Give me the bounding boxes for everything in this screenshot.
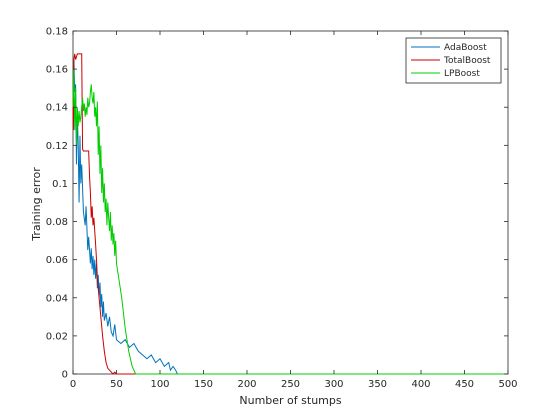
y-tick-label: 0 bbox=[62, 370, 68, 381]
y-tick-label: 0.1 bbox=[52, 179, 68, 190]
x-tick-label: 200 bbox=[237, 379, 256, 390]
x-tick-label: 450 bbox=[455, 379, 474, 390]
y-tick-label: 0.12 bbox=[46, 141, 68, 152]
x-tick-label: 500 bbox=[498, 379, 517, 390]
legend-label-totalboost: TotalBoost bbox=[443, 56, 491, 66]
x-tick-label: 100 bbox=[150, 379, 169, 390]
y-axis-label: Training error bbox=[30, 167, 43, 242]
y-tick-label: 0.04 bbox=[46, 293, 68, 304]
y-tick-label: 0.14 bbox=[46, 103, 68, 114]
legend: AdaBoost TotalBoost LPBoost bbox=[405, 37, 502, 84]
x-tick-label: 300 bbox=[324, 379, 343, 390]
x-tick-label: 0 bbox=[70, 379, 76, 390]
x-tick-label: 50 bbox=[110, 379, 123, 390]
plot-box bbox=[72, 30, 509, 375]
y-tick-label: 0.16 bbox=[46, 65, 68, 76]
series-line-adaboost bbox=[73, 59, 508, 375]
series-layer bbox=[72, 53, 508, 375]
x-tick-label: 250 bbox=[281, 379, 300, 390]
series-line-lpboost bbox=[72, 69, 508, 375]
plot-area bbox=[72, 30, 509, 375]
x-tick-label: 400 bbox=[411, 379, 430, 390]
x-tick-label: 150 bbox=[194, 379, 213, 390]
series-line-totalboost bbox=[72, 53, 508, 375]
y-tick-label: 0.06 bbox=[46, 255, 68, 266]
y-tick-label: 0.18 bbox=[46, 27, 68, 38]
legend-label-adaboost: AdaBoost bbox=[444, 43, 487, 53]
y-tick-label: 0.08 bbox=[46, 217, 68, 228]
legend-label-lpboost: LPBoost bbox=[444, 69, 480, 79]
x-axis-label: Number of stumps bbox=[239, 394, 341, 407]
y-tick-label: 0.02 bbox=[46, 331, 68, 342]
tick-layer: 0 50 100 150 200 250 300 350 400 450 500 0 0.02 0.04 0… bbox=[46, 27, 518, 391]
x-tick-label: 350 bbox=[368, 379, 387, 390]
